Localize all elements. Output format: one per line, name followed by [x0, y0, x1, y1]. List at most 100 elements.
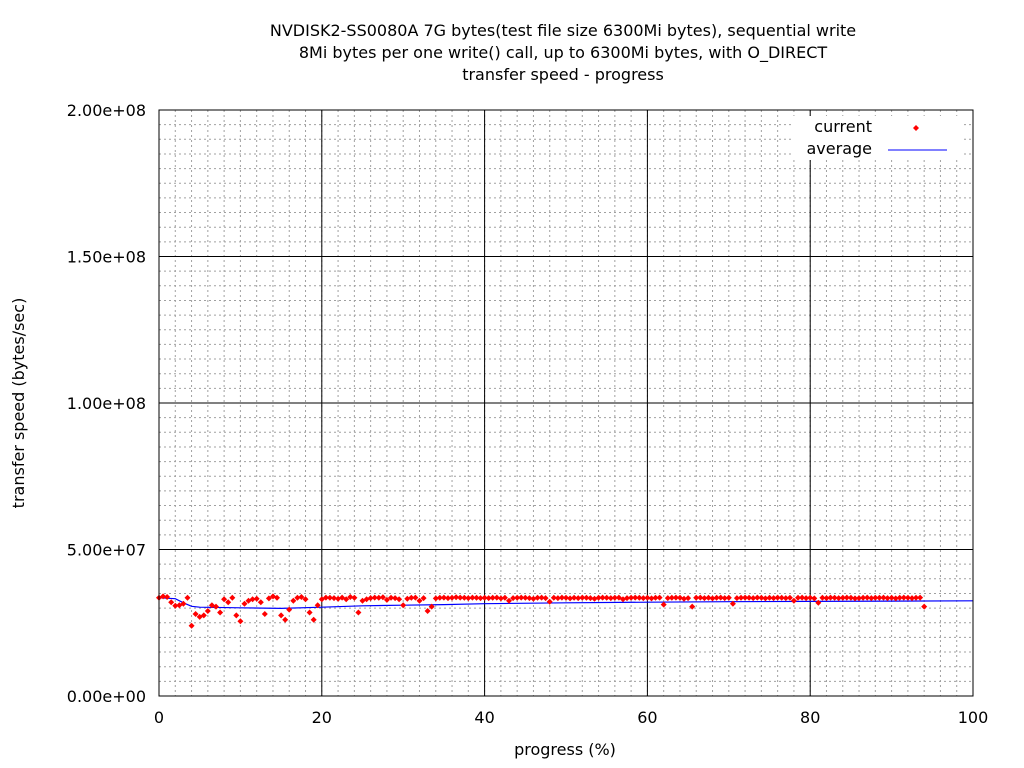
current-point [371, 594, 378, 601]
current-point [587, 595, 594, 602]
current-point [904, 594, 911, 601]
current-point [754, 594, 761, 601]
current-point [501, 594, 508, 601]
current-point [725, 594, 732, 601]
current-point [213, 603, 219, 610]
legend-label-current: current [814, 117, 872, 136]
legend: current average [807, 117, 947, 158]
current-point [542, 595, 549, 602]
current-point [884, 595, 891, 602]
legend-background [792, 116, 962, 160]
current-point [705, 594, 712, 601]
current-point [465, 595, 472, 602]
minor-grid [159, 110, 973, 696]
average-series [158, 597, 974, 610]
x-axis-label: progress (%) [514, 740, 616, 759]
current-point [746, 594, 753, 601]
current-point [164, 594, 171, 600]
current-point [534, 594, 541, 601]
title-line-1: NVDISK2-SS0080A 7G bytes(test file size … [270, 21, 856, 40]
current-point [876, 594, 883, 601]
current-point [530, 595, 537, 602]
current-point [583, 594, 590, 601]
current-point [909, 595, 915, 602]
x-tick-label: 0 [154, 708, 164, 727]
current-point [485, 595, 492, 602]
current-point [571, 594, 578, 601]
current-point [892, 595, 899, 602]
current-point [799, 594, 806, 601]
current-point [913, 594, 919, 601]
current-point [701, 595, 708, 602]
current-point [225, 599, 232, 606]
current-point [306, 609, 313, 616]
current-point [396, 596, 403, 603]
current-point [770, 595, 777, 602]
current-point [351, 594, 358, 601]
current-point [180, 600, 187, 607]
current-point [579, 594, 586, 601]
current-point [558, 594, 565, 601]
current-point [831, 594, 838, 601]
current-point [436, 594, 443, 601]
current-point [762, 595, 769, 602]
current-point [782, 595, 789, 602]
current-point [416, 597, 423, 604]
current-point [693, 594, 700, 601]
current-point [595, 594, 602, 601]
current-point [603, 594, 610, 601]
current-point [758, 594, 765, 601]
current-point [286, 606, 293, 613]
y-tick-label: 2.00e+08 [67, 101, 146, 120]
current-point [294, 594, 301, 601]
plot-border [158, 109, 974, 697]
average-line [158, 597, 974, 610]
current-point [660, 601, 667, 608]
current-point [440, 594, 447, 601]
current-point [664, 595, 671, 602]
current-point [685, 595, 692, 602]
current-point [449, 594, 455, 601]
current-point [550, 594, 557, 601]
x-tick-label: 100 [958, 708, 989, 727]
current-point [526, 595, 533, 602]
y-tick-label: 1.50e+08 [67, 248, 146, 267]
legend-label-average: average [807, 139, 873, 158]
current-point [591, 595, 598, 602]
current-point [790, 597, 797, 604]
current-point [815, 599, 822, 606]
current-point [888, 594, 895, 601]
current-point [408, 594, 415, 601]
current-point [554, 595, 561, 602]
legend-marker-current [913, 125, 919, 131]
current-point [343, 596, 350, 603]
current-point [497, 595, 504, 602]
current-point [331, 595, 337, 602]
current-point [518, 594, 525, 601]
current-point [469, 594, 476, 601]
current-point [689, 603, 696, 610]
current-point [839, 594, 846, 601]
current-point [274, 594, 280, 601]
y-tick-label: 5.00e+07 [67, 541, 146, 560]
current-point [811, 595, 818, 602]
current-point [624, 595, 630, 602]
current-point [563, 594, 569, 601]
current-point [428, 603, 435, 610]
current-point [819, 594, 826, 601]
current-point [473, 594, 480, 601]
current-point [290, 597, 297, 604]
current-point [729, 600, 736, 607]
current-point [900, 594, 907, 601]
current-point [709, 595, 716, 602]
current-point [367, 595, 374, 602]
current-point [514, 594, 521, 601]
current-point [864, 594, 871, 601]
current-point [188, 622, 195, 629]
current-point [546, 598, 553, 605]
current-series [156, 593, 928, 629]
current-point [786, 594, 793, 601]
current-point [241, 600, 248, 607]
current-point [261, 611, 268, 617]
current-point [379, 594, 386, 601]
